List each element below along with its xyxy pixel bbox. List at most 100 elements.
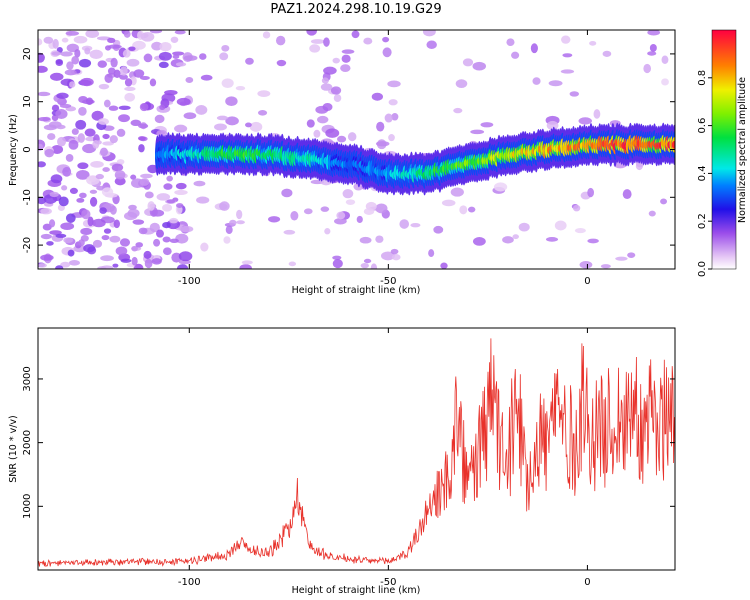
noise-cell: [219, 52, 229, 61]
noise-cell: [38, 161, 46, 168]
noise-cell: [170, 36, 179, 43]
noise-cell: [548, 80, 563, 87]
noise-cell: [135, 242, 144, 248]
noise-cell: [131, 256, 138, 266]
noise-cell: [288, 261, 297, 267]
noise-cell: [214, 123, 227, 131]
noise-cell: [462, 58, 474, 67]
noise-cell: [44, 148, 55, 158]
snr-y-ticks: 1000 2000 3000: [22, 366, 675, 519]
noise-cell: [97, 118, 110, 125]
noise-cell: [124, 78, 133, 87]
noise-cell: [162, 247, 172, 256]
noise-cell: [80, 77, 94, 87]
noise-cell: [124, 92, 136, 102]
noise-cell: [55, 265, 64, 269]
noise-cell: [158, 51, 172, 61]
noise-cell: [562, 53, 573, 58]
noise-cell: [317, 115, 329, 124]
noise-cell: [69, 81, 76, 88]
noise-cell: [43, 36, 54, 44]
colorbar-tick-label: 0.8: [697, 70, 708, 86]
noise-cell: [51, 104, 60, 112]
noise-cell: [223, 236, 231, 244]
noise-cell: [49, 72, 64, 81]
noise-cell: [332, 259, 343, 269]
noise-cell: [38, 91, 51, 97]
noise-cell: [110, 57, 118, 68]
colorbar-ticks: 0.0 0.2 0.4 0.6 0.8: [697, 70, 712, 277]
noise-cell: [76, 197, 85, 203]
noise-cell: [90, 161, 104, 168]
noise-cell: [384, 113, 393, 123]
noise-cell: [132, 40, 146, 50]
noise-cell: [183, 55, 198, 61]
noise-cell: [164, 89, 178, 96]
noise-cell: [546, 120, 559, 131]
noise-cell: [65, 31, 80, 36]
noise-cell: [175, 62, 187, 67]
snr-y-tick-label: 2000: [22, 430, 33, 455]
noise-cell: [67, 249, 75, 257]
noise-cell: [128, 204, 137, 211]
noise-cell: [391, 112, 399, 121]
noise-cell: [112, 263, 119, 268]
noise-cell: [63, 237, 74, 244]
noise-cell: [55, 109, 68, 119]
noise-cell: [320, 83, 333, 91]
noise-cell: [455, 79, 468, 89]
noise-cell: [91, 218, 106, 228]
noise-cell: [100, 255, 114, 262]
noise-cell: [532, 77, 541, 85]
noise-cell: [102, 133, 110, 140]
noise-cell: [89, 189, 98, 194]
noise-cell: [126, 58, 140, 67]
noise-cell: [147, 201, 155, 211]
snr-y-tick-label: 1000: [22, 494, 33, 519]
noise-cell: [58, 196, 69, 207]
noise-cell: [506, 38, 515, 47]
noise-cell: [80, 227, 93, 236]
noise-cell: [587, 238, 599, 244]
noise-cell: [65, 213, 76, 223]
noise-cell: [140, 173, 153, 179]
noise-cell: [107, 37, 116, 44]
noise-cell: [615, 256, 628, 261]
noise-cell: [159, 42, 172, 52]
noise-cell: [116, 159, 125, 165]
chart-title: PAZ1.2024.298.10.19.G29: [270, 2, 442, 17]
noise-cell: [324, 228, 331, 235]
noise-cell: [95, 140, 102, 145]
noise-cell: [38, 116, 51, 122]
noise-cell: [323, 66, 337, 75]
spectrogram-x-ticks: -100 -50 0: [178, 30, 591, 287]
noise-cell: [60, 51, 73, 57]
noise-cell: [360, 262, 369, 269]
noise-cell: [156, 229, 164, 238]
noise-cell: [345, 199, 356, 205]
spectrogram-y-tick-label: -20: [22, 237, 33, 253]
noise-cell: [450, 187, 464, 197]
noise-cell: [176, 97, 191, 106]
noise-cell: [144, 191, 154, 199]
noise-cell: [130, 119, 142, 127]
noise-cell: [337, 135, 347, 143]
noise-cell: [89, 49, 103, 60]
noise-cell: [75, 119, 87, 130]
noise-cell: [113, 219, 121, 229]
noise-cell: [359, 236, 372, 244]
noise-cell: [122, 49, 131, 58]
spectrogram-y-axis-label: Frequency (Hz): [8, 114, 19, 186]
noise-cell: [107, 67, 116, 75]
colorbar-label: Normalized spectral amplitude: [737, 77, 748, 223]
noise-cell: [92, 239, 103, 248]
noise-cell: [133, 69, 145, 78]
noise-cell: [183, 112, 197, 120]
noise-cell: [545, 237, 559, 242]
noise-cell: [313, 129, 321, 138]
noise-cell: [467, 206, 476, 213]
noise-cell: [118, 114, 130, 123]
noise-cell: [91, 110, 104, 121]
noise-cell: [123, 30, 131, 38]
